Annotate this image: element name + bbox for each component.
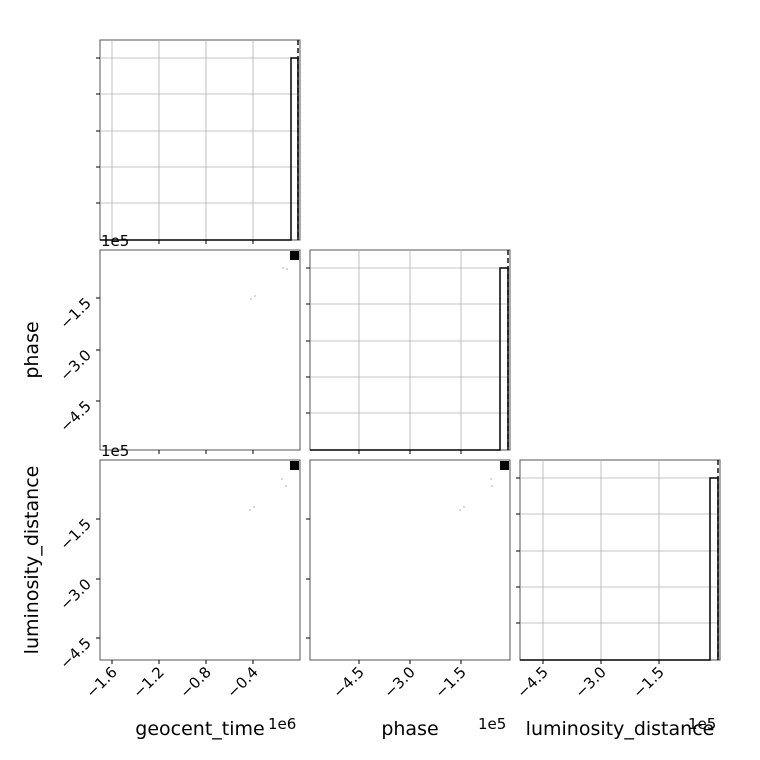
panel-luminosity-distance-hist <box>516 459 721 664</box>
scatter-point <box>286 268 288 270</box>
y-ticks <box>96 297 100 402</box>
histogram-step <box>520 477 719 661</box>
x-axis-label-phase: phase <box>381 718 438 740</box>
x-tick-label-lumdist-3: −1.5 <box>629 663 667 701</box>
x-tick-label-phase-2: −3.0 <box>380 663 418 701</box>
y-axis-label-luminosity-distance: luminosity_distance <box>21 466 43 655</box>
offset-label-luminosity-distance: 1e5 <box>688 715 716 733</box>
scatter-point <box>490 478 492 480</box>
offset-label-geocent-time: 1e6 <box>268 715 296 733</box>
x-tick-label-geocent-2: −1.2 <box>129 663 167 701</box>
x-ticks <box>111 660 254 664</box>
scatter-point <box>282 267 284 269</box>
x-tick-label-phase-1: −4.5 <box>329 663 367 701</box>
y-ticks <box>96 518 100 639</box>
x-tick-label-geocent-3: −0.8 <box>176 663 214 701</box>
density-peak <box>290 251 299 260</box>
y-ticks <box>96 57 100 204</box>
gridlines <box>310 250 510 450</box>
density-peak <box>500 461 509 470</box>
x-tick-label-phase-3: −1.5 <box>431 663 469 701</box>
x-axis-label-geocent-time: geocent_time <box>135 718 264 740</box>
scatter-point <box>253 506 255 508</box>
y-tick-label-phase-3: −4.5 <box>56 397 94 435</box>
x-tick-label-geocent-1: −1.6 <box>82 663 120 701</box>
x-ticks <box>358 660 462 664</box>
scatter-point <box>254 295 256 297</box>
scatter-point <box>463 506 465 508</box>
scatter-point <box>285 485 287 487</box>
y-ticks <box>516 477 520 624</box>
panel-geocent-time-hist <box>96 39 301 244</box>
x-ticks <box>111 450 254 454</box>
y-axis-label-phase: phase <box>21 321 43 378</box>
panel-luminosity-distance-vs-phase <box>306 459 511 664</box>
y-tick-label-lumdist-3: −4.5 <box>56 634 94 672</box>
scatter-point <box>249 509 251 511</box>
y-ticks <box>306 267 310 414</box>
y-tick-label-phase-1: −1.5 <box>56 294 94 332</box>
y-tick-label-phase-2: −3.0 <box>56 346 94 384</box>
panel-luminosity-distance-vs-geocent-time <box>96 459 301 664</box>
panel-phase-hist <box>306 249 511 454</box>
x-tick-label-lumdist-1: −4.5 <box>513 663 551 701</box>
y-tick-label-lumdist-2: −3.0 <box>56 575 94 613</box>
scatter-point <box>491 485 493 487</box>
x-axis-label-luminosity-distance: luminosity_distance <box>526 718 715 740</box>
offset-label-phase-left: 1e5 <box>101 442 129 460</box>
scatter-point <box>459 509 461 511</box>
x-tick-label-geocent-4: −0.4 <box>223 663 261 701</box>
x-tick-label-lumdist-2: −3.0 <box>571 663 609 701</box>
histogram-step <box>310 267 509 451</box>
gridlines <box>520 460 720 660</box>
histogram-step <box>100 57 299 241</box>
scatter-point <box>281 478 283 480</box>
density-peak <box>290 461 299 470</box>
y-ticks <box>306 518 310 639</box>
offset-label-phase: 1e5 <box>478 715 506 733</box>
offset-label-geocent-time-top: 1e5 <box>101 232 129 250</box>
scatter-point <box>250 298 252 300</box>
gridlines <box>100 40 300 240</box>
y-tick-label-lumdist-1: −1.5 <box>56 515 94 553</box>
panel-phase-vs-geocent-time <box>96 249 301 454</box>
